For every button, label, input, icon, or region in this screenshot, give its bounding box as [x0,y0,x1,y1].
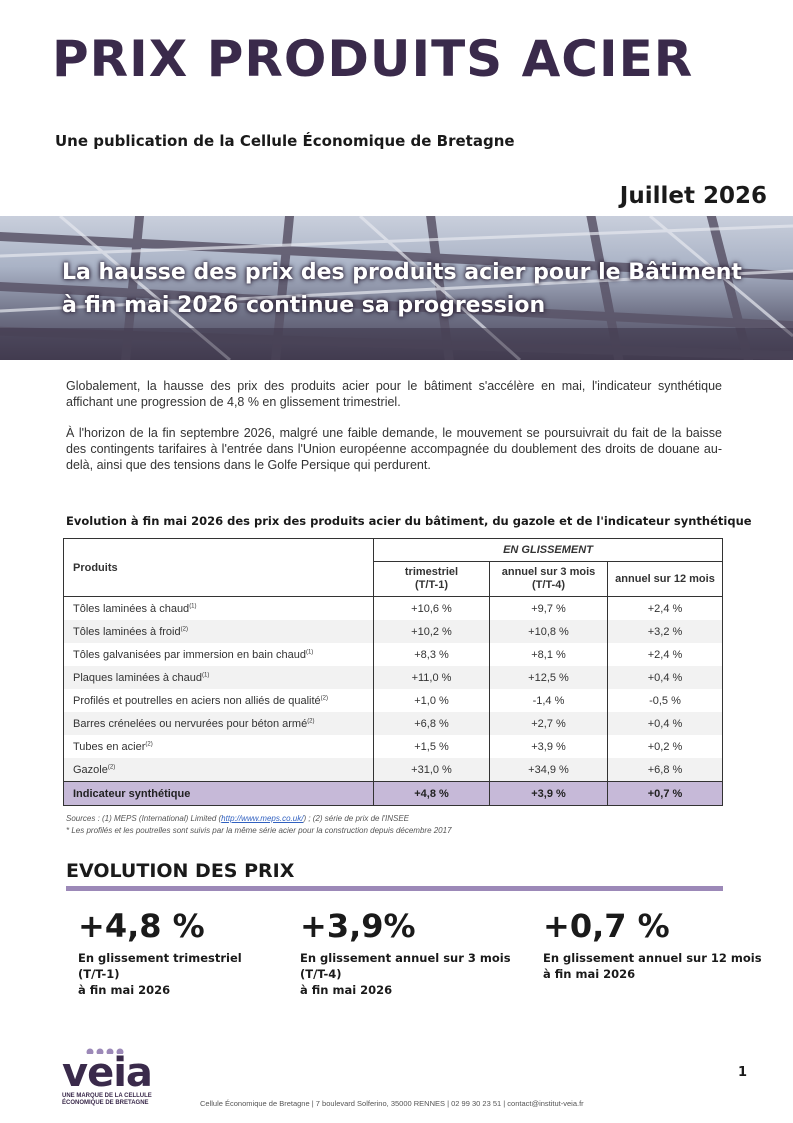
intro-paragraph-1: Globalement, la hausse des prix des prod… [66,379,722,409]
kpi-annual-3m: +3,9% En glissement annuel sur 3 mois (T/… [300,910,520,998]
headline-line-1: La hausse des prix des produits acier po… [62,260,742,285]
table-row: Gazole(2) +31,0 % +34,9 % +6,8 % [63,758,723,782]
kpi-label: En glissement trimestriel (T/T-1) à fin ma… [78,951,242,997]
kpi-quarterly: +4,8 % En glissement trimestriel (T/T-1) à… [78,910,298,998]
publication-date: Juillet 2026 [619,183,767,209]
kpi-label: En glissement annuel sur 3 mois (T/T-4) à … [300,951,511,997]
meps-link[interactable]: http://www.meps.co.uk/ [221,814,304,823]
intro-paragraph-2: À l'horizon de la fin septembre 2026, ma… [66,426,722,472]
col-header-quarterly: trimestriel (T/T-1) [373,561,490,597]
col-header-annual-12m: annuel sur 12 mois [607,561,723,597]
footer-address: Cellule Économique de Bretagne | 7 boule… [200,1099,584,1108]
logo-wordmark: veia [62,1050,153,1096]
col-group-header: EN GLISSEMENT [373,538,723,562]
logo-tagline: UNE MARQUE DE LA CELLULE ÉCONOMIQUE DE BR… [62,1093,152,1106]
steel-beams-image [0,216,793,360]
intro-text: Globalement, la hausse des prix des prod… [66,378,722,488]
section-divider [66,886,723,891]
table-title: Evolution à fin mai 2026 des prix des pr… [66,514,752,528]
publisher-subtitle: Une publication de la Cellule Économique… [55,132,515,150]
logo-dots-icon [86,1048,124,1054]
banner-headline: La hausse des prix des produits acier po… [62,256,782,322]
kpi-value: +4,8 % [78,907,205,945]
table-row: Plaques laminées à chaud(1) +11,0 % +12,… [63,666,723,689]
table-row: Tôles laminées à chaud(1) +10,6 % +9,7 %… [63,596,723,620]
table-row: Profilés et poutrelles en aciers non all… [63,689,723,712]
table-row: Tubes en acier(2) +1,5 % +3,9 % +0,2 % [63,735,723,758]
col-header-annual-3m: annuel sur 3 mois (T/T-4) [489,561,608,597]
footnote: * Les profilés et les poutrelles sont su… [66,826,452,835]
kpi-annual-12m: +0,7 % En glissement annuel sur 12 mois à… [543,910,763,982]
veia-logo: veia UNE MARQUE DE LA CELLULE ÉCONOMIQUE … [62,1045,157,1109]
table-row-total: Indicateur synthétique +4,8 % +3,9 % +0,… [63,781,723,806]
col-header-products: Produits [63,538,374,597]
sources-note: Sources : (1) MEPS (International) Limit… [66,814,409,823]
document-title: PRIX PRODUITS ACIER [52,30,694,88]
steel-structure-banner: La hausse des prix des produits acier po… [0,216,793,360]
table-row: Tôles galvanisées par immersion en bain … [63,643,723,666]
price-evolution-table: Produits EN GLISSEMENT trimestriel (T/T-1… [63,538,723,806]
table-row: Tôles laminées à froid(2) +10,2 % +10,8 … [63,620,723,643]
table-row: Barres crénelées ou nervurées pour béton… [63,712,723,735]
kpi-label: En glissement annuel sur 12 mois à fin ma… [543,951,762,981]
headline-line-2: à fin mai 2026 continue sa progression [62,293,546,318]
page-number: 1 [737,1065,747,1080]
kpi-value: +0,7 % [543,907,670,945]
section-title: EVOLUTION DES PRIX [66,860,295,882]
kpi-value: +3,9% [300,907,416,945]
